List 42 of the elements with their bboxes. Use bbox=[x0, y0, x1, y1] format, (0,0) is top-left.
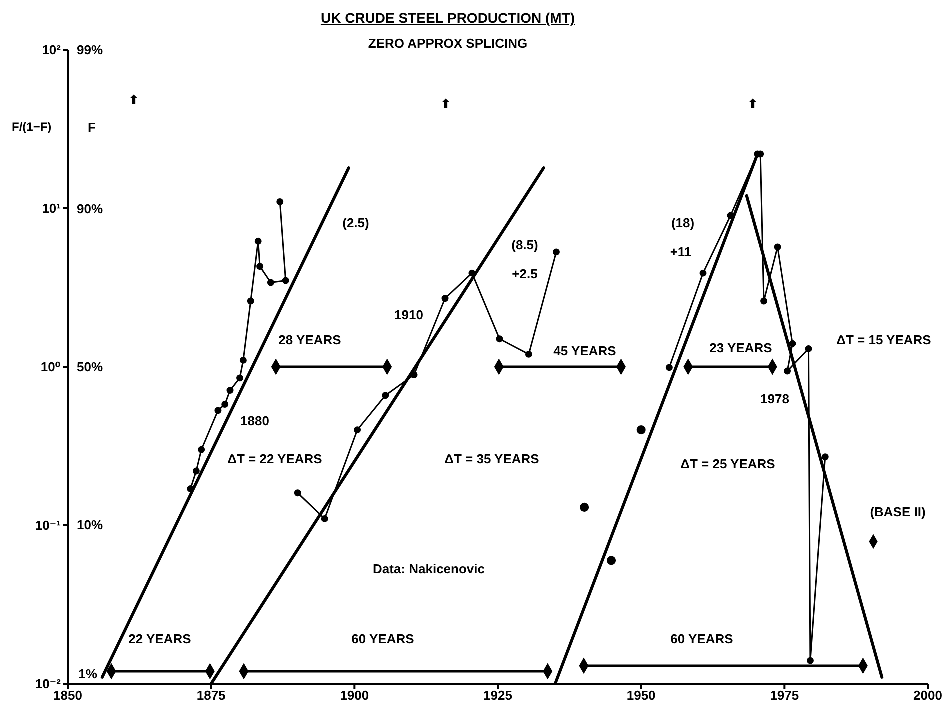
annotation: ΔT = 35 YEARS bbox=[444, 451, 540, 466]
annotation: (18) bbox=[671, 215, 695, 230]
annotation: 1% bbox=[78, 666, 98, 682]
annotation: ΔT = 15 YEARS bbox=[836, 332, 932, 348]
annotation: 60 YEARS bbox=[352, 631, 415, 646]
annotation: 45 YEARS bbox=[554, 343, 617, 358]
y-tick-label: 10⁻¹ bbox=[35, 518, 61, 534]
annotation: ⬆ bbox=[748, 96, 758, 112]
annotation: (BASE II) bbox=[870, 504, 926, 520]
annotation: 10% bbox=[76, 517, 104, 532]
y2-axis-title: F bbox=[88, 120, 96, 135]
annotation: +2.5 bbox=[512, 266, 538, 282]
annotation: ΔT = 25 YEARS bbox=[680, 456, 776, 472]
annotation: ΔT = 22 YEARS bbox=[228, 451, 323, 466]
annotation: +11 bbox=[670, 244, 692, 260]
annotation: 99% bbox=[76, 42, 104, 58]
y-tick-label: 10¹ bbox=[42, 201, 61, 216]
y-axis-title: F/(1−F) bbox=[12, 120, 52, 134]
x-tick-label: 1950 bbox=[626, 688, 656, 704]
y-tick-label: 10² bbox=[42, 42, 62, 58]
chart-subtitle: ZERO APPROX SPLICING bbox=[368, 36, 528, 51]
annotation: 50% bbox=[76, 359, 104, 374]
annotation: ⬆ bbox=[440, 96, 452, 112]
annotation: 1978 bbox=[760, 391, 790, 406]
annotation: 1880 bbox=[240, 413, 270, 428]
annotation: Data: Nakicenovic bbox=[373, 561, 485, 576]
annotation: (8.5) bbox=[512, 237, 538, 252]
annotation: ⬆ bbox=[128, 92, 140, 108]
annotation: 60 YEARS bbox=[670, 631, 734, 646]
annotation: 1910 bbox=[394, 307, 424, 322]
annotation: 28 YEARS bbox=[278, 332, 342, 348]
x-tick-label: 1975 bbox=[770, 688, 800, 704]
x-tick-label: 2000 bbox=[914, 688, 942, 704]
x-tick-label: 1875 bbox=[196, 688, 226, 704]
annotation: (2.5) bbox=[342, 215, 370, 230]
y-tick-label: 10⁰ bbox=[40, 360, 62, 375]
chart-title: UK CRUDE STEEL PRODUCTION (MT) bbox=[320, 10, 576, 26]
x-tick-label: 1925 bbox=[484, 688, 512, 704]
x-tick-label: 1900 bbox=[340, 688, 370, 704]
annotation: 90% bbox=[76, 201, 104, 216]
annotation: 22 YEARS bbox=[128, 631, 192, 646]
annotation: 23 YEARS bbox=[710, 340, 773, 356]
